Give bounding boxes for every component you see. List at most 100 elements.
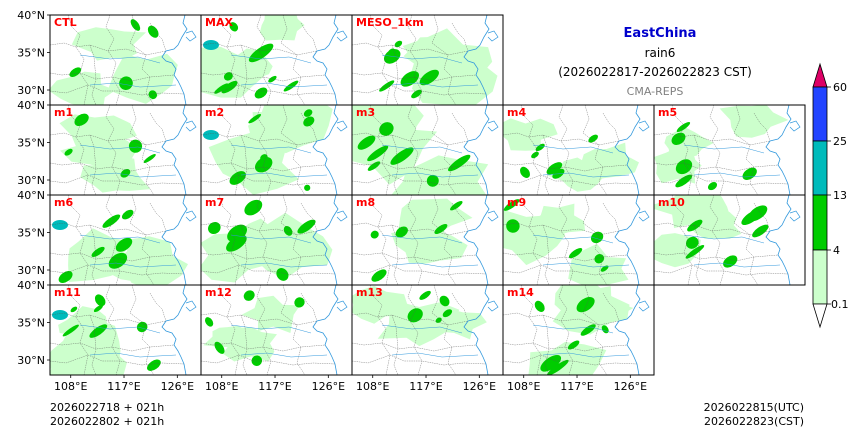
medium-rain-area (379, 122, 394, 136)
variable-title: rain6 (645, 46, 676, 60)
coastline (312, 285, 339, 375)
medium-rain-area (671, 132, 686, 146)
medium-rain-area (248, 114, 262, 124)
lat-tick-label: 40°N (17, 9, 45, 22)
medium-rain-area (407, 308, 423, 323)
lon-tick-label: 117°E (258, 380, 291, 393)
medium-rain-area (70, 306, 78, 313)
coastline (463, 195, 490, 285)
footer-valid-cst: 2026022823(CST) (704, 415, 804, 428)
coastline (614, 285, 641, 375)
colorbar-tick-60: 60 (833, 81, 847, 94)
medium-rain-area (248, 43, 274, 63)
light-rain-area (391, 155, 489, 195)
medium-rain-area (89, 324, 108, 338)
medium-rain-area (128, 139, 143, 153)
lat-tick-label: 30°N (17, 84, 45, 97)
light-rain-area (719, 105, 789, 138)
medium-rain-area (62, 324, 79, 337)
lat-tick-label: 35°N (17, 317, 45, 330)
lon-tick-label: 126°E (463, 380, 496, 393)
footer-init-utc: 2026022718 + 021h (50, 401, 164, 414)
colorbar-tick-25: 25 (833, 135, 847, 148)
medium-rain-area (707, 182, 718, 191)
panel-label: m8 (356, 196, 375, 209)
light-rain-area (238, 218, 290, 260)
medium-rain-area (214, 83, 229, 94)
medium-rain-area (136, 321, 148, 333)
medium-rain-area (204, 317, 214, 327)
medium-rain-area (687, 219, 703, 232)
coastline (312, 105, 339, 195)
medium-rain-area (283, 226, 293, 236)
light-rain-area (391, 227, 468, 264)
medium-rain-area (69, 67, 82, 78)
medium-rain-area (254, 87, 268, 99)
light-rain-area (68, 228, 133, 282)
coastline (614, 195, 641, 285)
lat-tick-label: 35°N (17, 47, 45, 60)
medium-rain-area (64, 148, 73, 156)
medium-rain-area (147, 359, 161, 371)
medium-rain-area (576, 296, 595, 313)
medium-rain-area (243, 290, 255, 301)
map-panel-m10: m10 (653, 194, 806, 286)
medium-rain-area (283, 80, 299, 92)
medium-rain-area (229, 171, 246, 185)
light-rain-area (242, 112, 306, 150)
medium-rain-area (371, 269, 387, 282)
medium-rain-area (534, 300, 545, 312)
map-panel-m4: m4 (502, 104, 655, 196)
medium-rain-area (419, 290, 431, 300)
map-panel-m9: m9 (502, 194, 655, 286)
medium-rain-area (439, 295, 450, 307)
medium-rain-area (229, 22, 239, 32)
medium-rain-area (94, 294, 106, 307)
medium-rain-area (567, 340, 580, 350)
heavy-rain-area (203, 130, 219, 140)
light-rain-area (568, 243, 629, 285)
coastline (161, 15, 188, 105)
medium-rain-area (540, 354, 562, 372)
light-rain-area (259, 15, 305, 41)
medium-rain-area (686, 236, 699, 249)
medium-rain-area (303, 109, 313, 117)
coastline (312, 195, 339, 285)
panel-label: MAX (205, 16, 233, 29)
panel-label: m2 (205, 106, 224, 119)
lat-tick-label: 30°N (17, 174, 45, 187)
map-panel-m13: m13 (351, 284, 504, 376)
lat-tick-label: 35°N (17, 227, 45, 240)
medium-rain-area (93, 304, 103, 313)
panel-label: m12 (205, 286, 232, 299)
medium-rain-area (590, 231, 604, 244)
medium-rain-area (108, 252, 128, 269)
medium-rain-area (276, 267, 289, 281)
medium-rain-area (221, 80, 238, 94)
medium-rain-area (303, 116, 315, 127)
light-rain-area (60, 129, 137, 168)
heavy-rain-area (52, 220, 68, 230)
medium-rain-area (752, 224, 769, 238)
lat-tick-label: 40°N (17, 279, 45, 292)
light-rain-area (98, 245, 169, 285)
lon-tick-label: 108°E (507, 380, 540, 393)
panel-label: m7 (205, 196, 224, 209)
medium-rain-area (594, 254, 605, 264)
medium-rain-area (91, 246, 105, 257)
medium-rain-area (741, 209, 761, 226)
panel-label: m1 (54, 106, 73, 119)
medium-rain-area (357, 135, 376, 150)
panel-label: CTL (54, 16, 77, 29)
medium-rain-area (244, 199, 263, 216)
colorbar-bin-13-25 (812, 140, 828, 196)
colorbar-bin-0.1-4 (812, 249, 828, 305)
medium-rain-area (448, 154, 471, 172)
lon-tick-label: 126°E (614, 380, 647, 393)
medium-rain-area (395, 226, 408, 238)
medium-rain-area (411, 89, 422, 99)
light-rain-area (201, 46, 265, 98)
colorbar: 60 25 13 4 0.1 (812, 62, 849, 329)
medium-rain-area (115, 237, 133, 252)
